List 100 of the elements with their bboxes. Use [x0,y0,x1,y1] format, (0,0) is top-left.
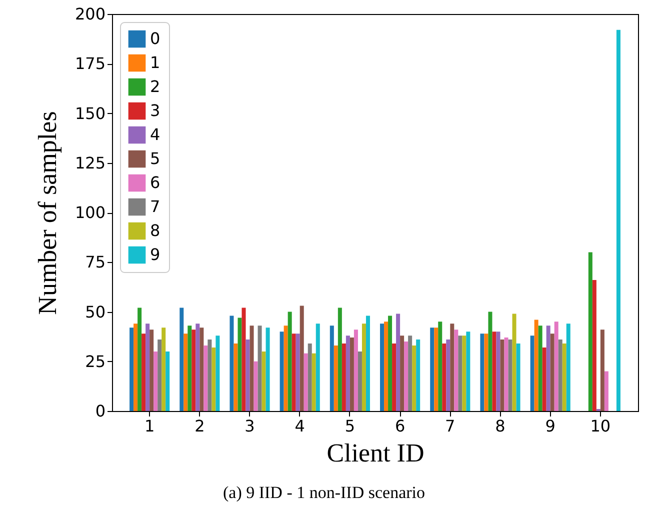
bar [508,340,512,411]
y-tick-label: 125 [74,153,106,172]
bar [238,318,242,411]
bar [450,324,454,411]
x-tick-label: 1 [144,416,155,436]
bar [438,322,442,411]
x-tick-label: 4 [294,416,305,436]
bar [550,334,554,411]
y-tick-label: 175 [74,54,106,74]
bar [346,336,350,411]
bar [530,336,534,411]
bar [562,344,566,411]
bar [330,326,334,411]
legend-label: 8 [150,221,160,240]
bar [288,312,292,411]
bar [192,330,196,411]
bar [604,371,608,411]
bar [396,314,400,411]
bar [380,324,384,411]
bar [458,336,462,411]
bar [280,332,284,411]
x-tick-label: 8 [495,416,506,436]
bar [300,306,304,411]
bar [558,340,562,411]
bar [454,330,458,411]
bar [496,332,500,411]
bar [166,351,170,411]
x-tick-label: 9 [545,416,556,436]
bar [316,324,320,411]
bar [146,324,150,411]
bar [250,326,254,411]
bar [246,340,250,411]
bar [384,322,388,411]
x-tick-label: 7 [445,416,456,436]
bar [408,336,412,411]
bar [158,340,162,411]
bar [542,347,546,411]
bar [554,322,558,411]
bar [196,324,200,411]
x-tick-label: 6 [394,416,406,436]
bar [400,336,404,411]
bar [188,326,192,411]
bar [162,328,166,411]
legend-label: 4 [150,125,160,144]
bar [588,252,592,411]
legend-label: 7 [150,197,160,216]
bar [216,336,220,411]
bar [566,324,570,411]
x-tick-label: 3 [244,416,255,436]
bar [208,340,212,411]
legend-label: 1 [150,53,160,72]
bar [138,308,142,411]
bar [516,344,520,411]
y-tick-label: 200 [74,4,106,24]
y-tick-label: 25 [85,352,106,371]
bar [416,340,420,411]
bar [466,332,470,411]
bar [200,328,204,411]
legend-label: 9 [150,245,160,264]
x-tick-label: 10 [590,416,611,436]
y-tick-label: 50 [85,302,106,322]
bar [154,351,158,411]
bar [338,308,342,411]
bar [362,324,366,411]
bar [462,336,466,411]
bar [296,334,300,411]
y-tick-label: 100 [74,203,106,222]
bar [184,334,188,411]
legend-label: 6 [150,173,160,192]
bar [350,338,354,411]
bar [500,340,504,411]
bar [412,345,416,411]
bar [292,334,296,411]
bar [150,330,154,411]
legend-label: 5 [150,149,160,168]
bar [534,320,538,411]
bar [130,328,134,411]
legend-label: 2 [150,77,160,96]
bar [242,308,246,411]
bar [480,334,484,411]
bar [592,280,596,411]
bar [204,345,208,411]
bar [358,351,362,411]
bar [180,308,184,411]
bar [538,326,542,411]
bar [142,334,146,411]
bar [388,316,392,411]
bar [230,316,234,411]
bar [484,334,488,411]
bar [616,30,620,411]
y-tick-label: 150 [74,104,106,123]
x-axis-title: Client ID [326,438,424,468]
bar [600,330,604,411]
x-tick-label: 2 [194,416,205,436]
bar [434,328,438,411]
bar [234,344,238,411]
bar [446,340,450,411]
bar [366,316,370,411]
legend-label: 3 [150,101,160,120]
bar [284,326,288,411]
